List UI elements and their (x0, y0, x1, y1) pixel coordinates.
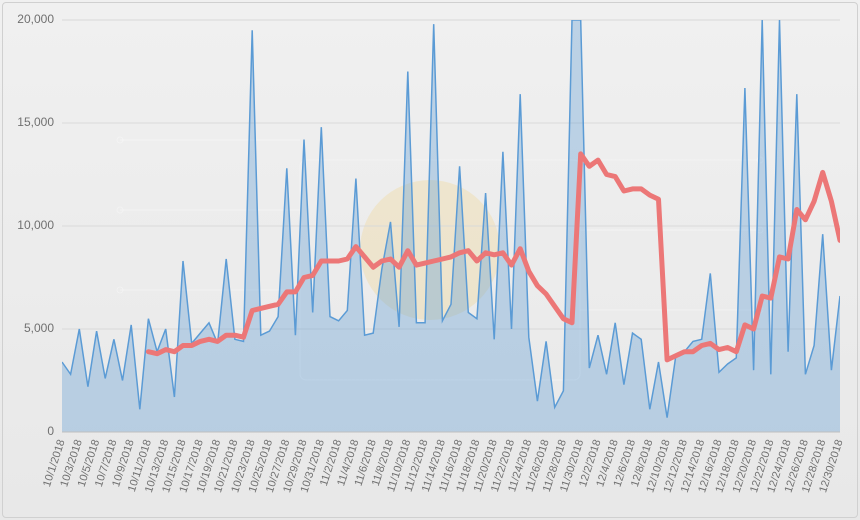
chart-container: { "chart": { "type": "area+line", "width… (0, 0, 860, 520)
x-axis-labels: 10/1/201810/3/201810/5/201810/7/201810/9… (41, 438, 846, 494)
timeseries-chart: 0 5,000 10,000 15,000 20,000 10/1/201810/3/2… (0, 0, 860, 520)
y-tick-label: 0 (47, 424, 54, 438)
y-tick-label: 15,000 (17, 115, 54, 129)
y-axis-labels: 0 5,000 10,000 15,000 20,000 (17, 12, 54, 438)
y-tick-label: 10,000 (17, 218, 54, 232)
y-tick-label: 5,000 (24, 321, 54, 335)
y-tick-label: 20,000 (17, 12, 54, 26)
